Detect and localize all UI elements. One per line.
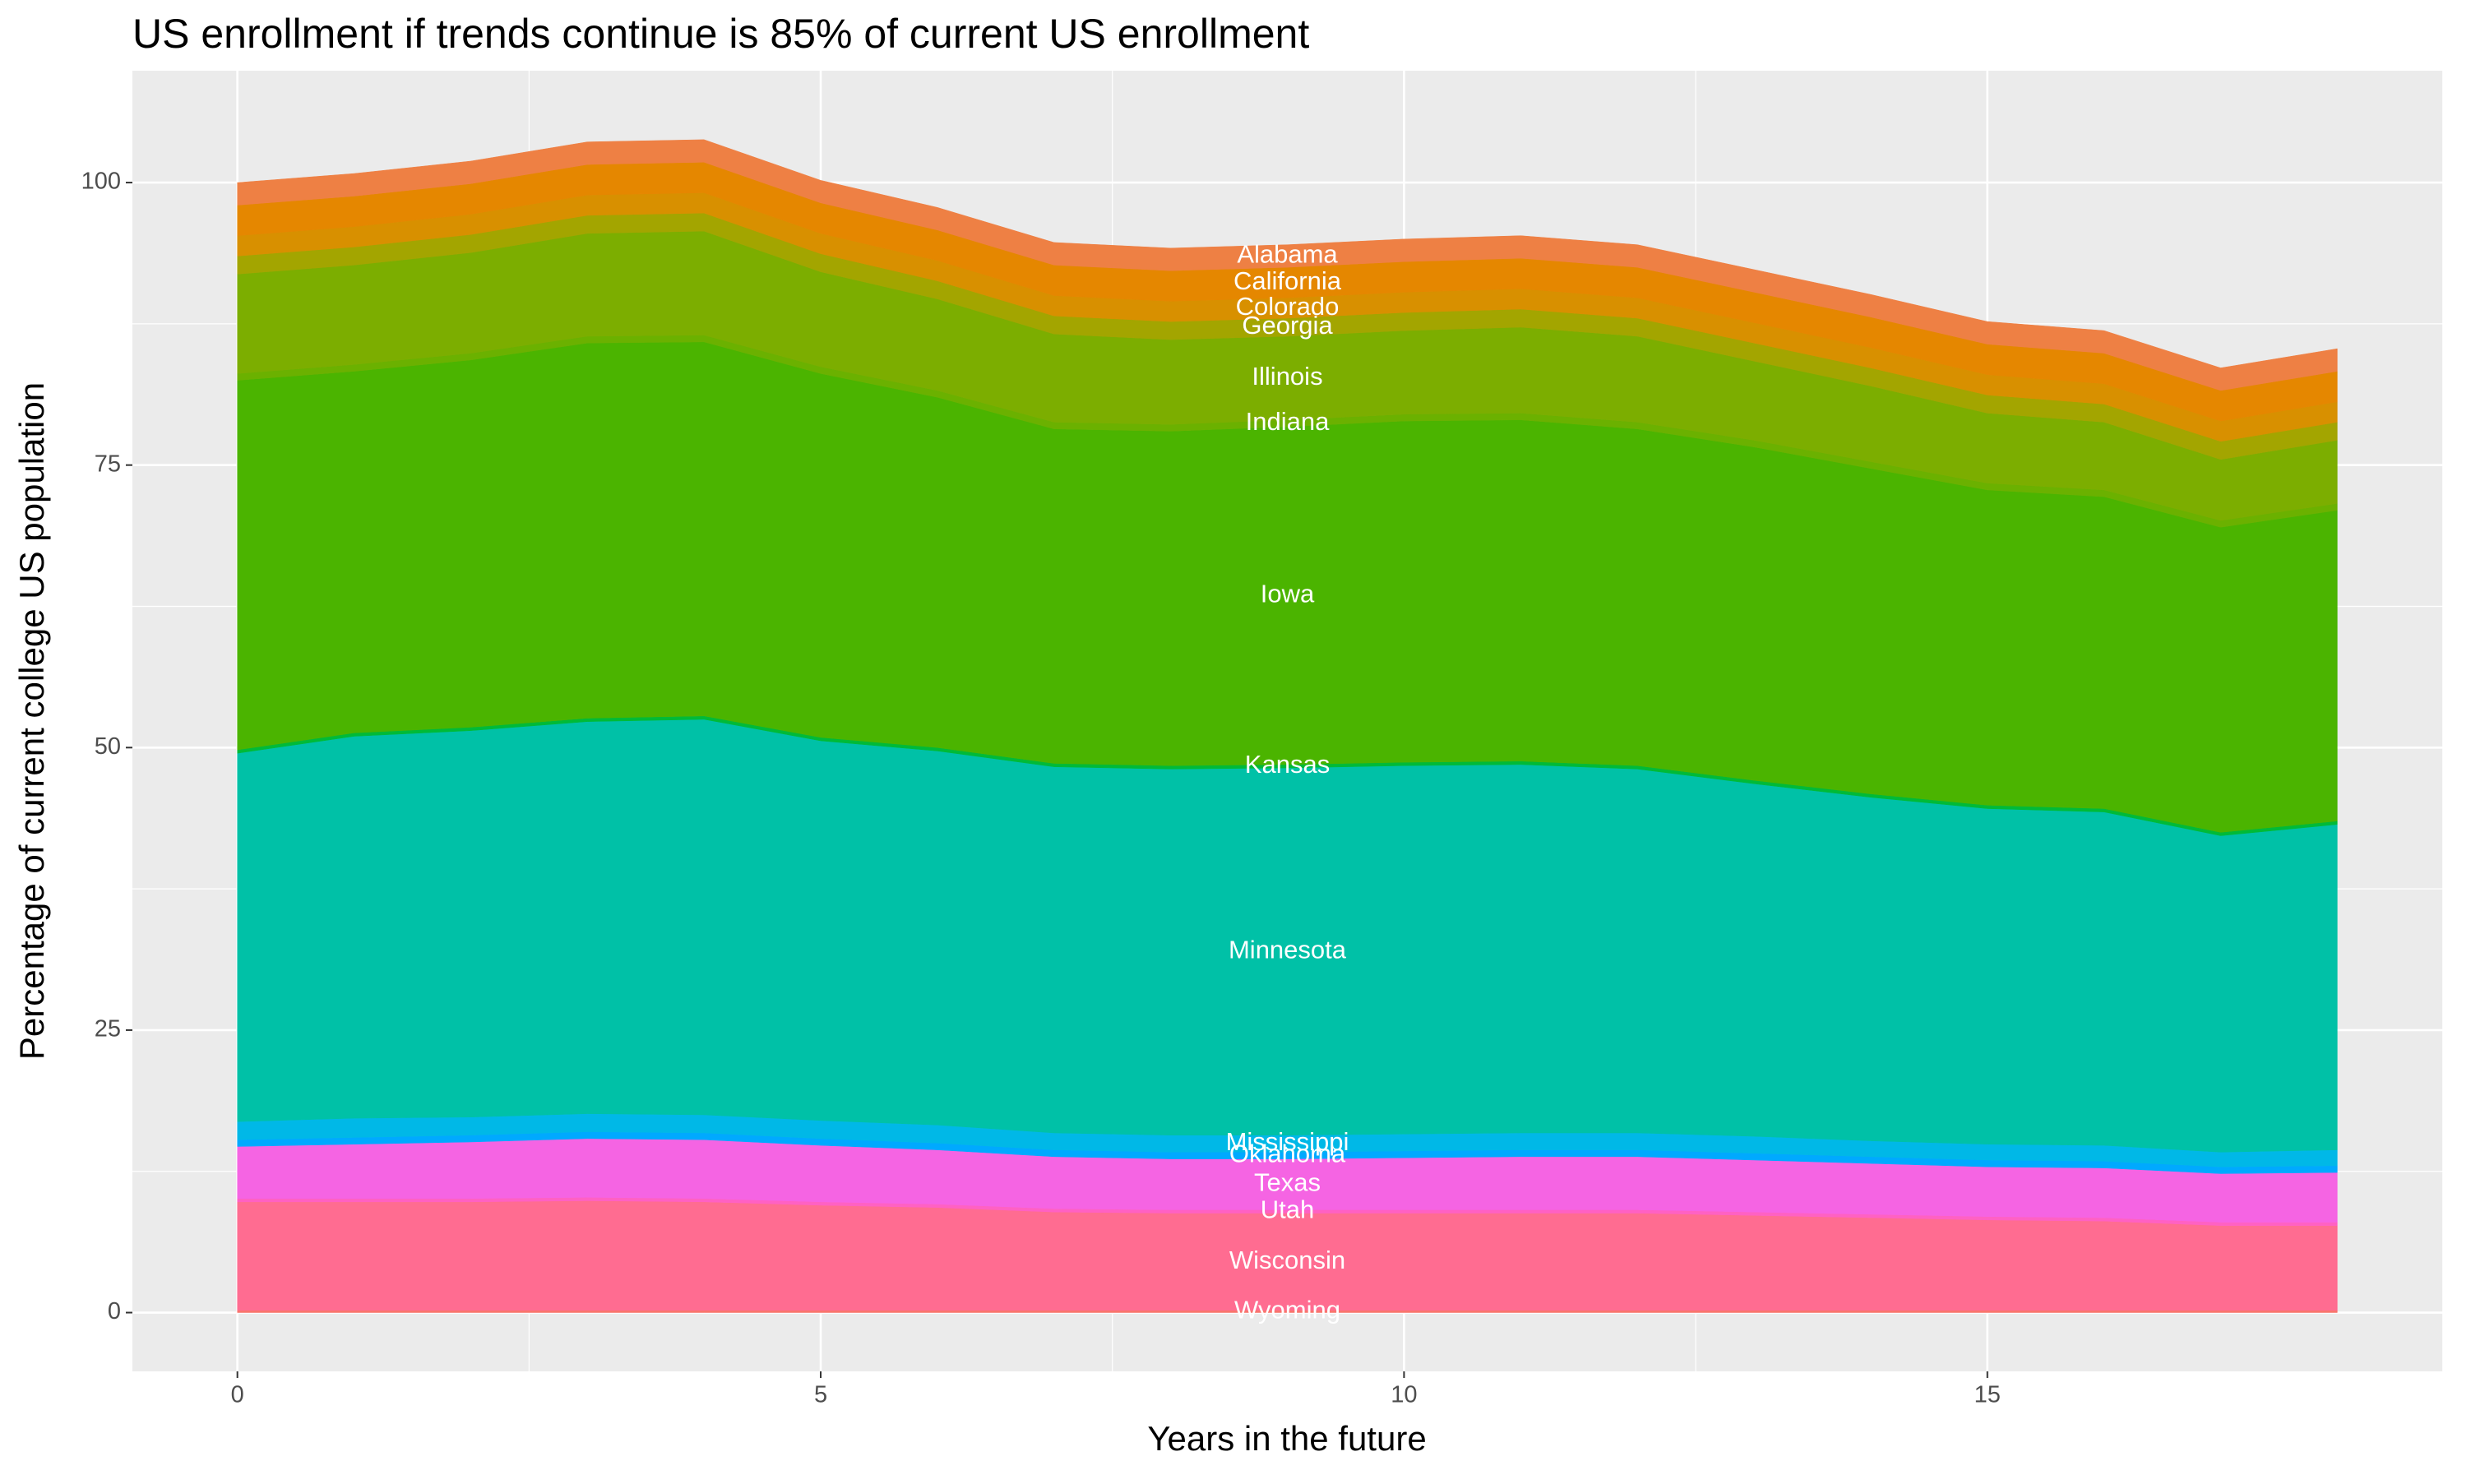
series-label: Texas xyxy=(1254,1168,1321,1197)
series-label: California xyxy=(1234,266,1342,295)
y-tick-label: 50 xyxy=(95,733,121,760)
series-label: Utah xyxy=(1261,1195,1314,1224)
series-label: Colorado xyxy=(1236,292,1340,321)
x-tick-label: 10 xyxy=(1391,1382,1417,1408)
x-tick-label: 5 xyxy=(814,1382,827,1408)
y-tick-label: 75 xyxy=(95,451,121,477)
x-tick-label: 15 xyxy=(1974,1382,2001,1408)
y-tick-label: 25 xyxy=(95,1016,121,1042)
series-labels: Wyoming Wisconsin UtahTexasOklahomaMississ… xyxy=(1226,240,1349,1325)
series-label: Illinois xyxy=(1252,362,1322,391)
x-tick-label: 0 xyxy=(231,1382,244,1408)
y-tick-label: 0 xyxy=(108,1298,121,1325)
chart-title: US enrollment if trends continue is 85% … xyxy=(132,11,1309,57)
series-label: Indiana xyxy=(1246,407,1330,436)
y-axis-title: Percentage of current college US populat… xyxy=(12,382,51,1060)
series-label: Iowa xyxy=(1261,580,1315,608)
series-label: Oklahoma xyxy=(1229,1140,1346,1168)
series-label: Alabama xyxy=(1237,240,1338,269)
y-tick-label: 100 xyxy=(81,169,121,195)
series-label: Wyoming xyxy=(1234,1295,1340,1324)
series-label: Wisconsin xyxy=(1229,1246,1345,1274)
x-axis-title: Years in the future xyxy=(1147,1419,1426,1458)
series-label: Kansas xyxy=(1245,750,1330,779)
series-label: Mississippi xyxy=(1226,1127,1349,1156)
series-label: Minnesota xyxy=(1229,936,1347,964)
areas xyxy=(237,139,2338,1313)
series-label: Georgia xyxy=(1242,311,1333,340)
area xyxy=(237,139,2338,391)
